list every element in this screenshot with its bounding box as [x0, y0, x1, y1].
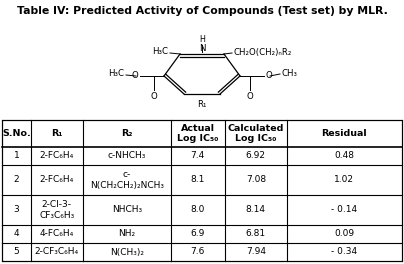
- Text: 2: 2: [14, 176, 19, 185]
- Text: 3: 3: [13, 205, 19, 214]
- Text: 2-Cl-3-
CF₃C₆H₃: 2-Cl-3- CF₃C₆H₃: [39, 200, 74, 220]
- Text: 8.14: 8.14: [246, 205, 266, 214]
- Text: 1.02: 1.02: [335, 176, 354, 185]
- Text: 7.4: 7.4: [191, 152, 205, 161]
- Text: 7.94: 7.94: [246, 248, 266, 257]
- Text: 0.48: 0.48: [335, 152, 354, 161]
- Text: Calculated
Log IC₅₀: Calculated Log IC₅₀: [227, 124, 284, 143]
- Text: 8.0: 8.0: [191, 205, 205, 214]
- Text: 4-FC₆H₄: 4-FC₆H₄: [40, 229, 74, 238]
- Text: 4: 4: [14, 229, 19, 238]
- Text: 7.6: 7.6: [191, 248, 205, 257]
- Text: 2-FC₆H₄: 2-FC₆H₄: [40, 176, 74, 185]
- Text: Actual
Log IC₅₀: Actual Log IC₅₀: [177, 124, 219, 143]
- Text: R₁: R₁: [51, 129, 63, 138]
- Text: O: O: [151, 92, 158, 101]
- Text: 8.1: 8.1: [191, 176, 205, 185]
- Text: 1: 1: [13, 152, 19, 161]
- Text: NH₂: NH₂: [118, 229, 135, 238]
- Text: R₁: R₁: [197, 100, 207, 109]
- Text: Residual: Residual: [322, 129, 367, 138]
- Text: N: N: [199, 44, 205, 53]
- Text: 6.81: 6.81: [246, 229, 266, 238]
- Text: 0.09: 0.09: [335, 229, 354, 238]
- Text: NHCH₃: NHCH₃: [112, 205, 142, 214]
- Text: - 0.34: - 0.34: [331, 248, 358, 257]
- Text: N(CH₃)₂: N(CH₃)₂: [110, 248, 144, 257]
- Text: 6.9: 6.9: [191, 229, 205, 238]
- Text: O: O: [246, 92, 253, 101]
- Text: 7.08: 7.08: [246, 176, 266, 185]
- Text: S.No.: S.No.: [2, 129, 31, 138]
- Bar: [2, 120, 402, 261]
- Text: 2-CF₃C₆H₄: 2-CF₃C₆H₄: [35, 248, 79, 257]
- Text: H: H: [199, 35, 205, 44]
- Text: O: O: [266, 72, 273, 81]
- Text: 6.92: 6.92: [246, 152, 266, 161]
- Text: 5: 5: [13, 248, 19, 257]
- Text: H₃C: H₃C: [152, 48, 168, 56]
- Text: 2-FC₆H₄: 2-FC₆H₄: [40, 152, 74, 161]
- Text: c-
N(CH₂CH₂)₂NCH₃: c- N(CH₂CH₂)₂NCH₃: [90, 170, 164, 190]
- Text: O: O: [131, 72, 138, 81]
- Text: Table IV: Predicted Activity of Compounds (Test set) by MLR.: Table IV: Predicted Activity of Compound…: [17, 6, 387, 16]
- Text: H₃C: H₃C: [108, 69, 124, 78]
- Text: CH₂O(CH₂)ₙR₂: CH₂O(CH₂)ₙR₂: [234, 48, 292, 56]
- Text: CH₃: CH₃: [282, 68, 298, 78]
- Text: c-NHCH₃: c-NHCH₃: [107, 152, 146, 161]
- Text: - 0.14: - 0.14: [331, 205, 358, 214]
- Text: R₂: R₂: [121, 129, 133, 138]
